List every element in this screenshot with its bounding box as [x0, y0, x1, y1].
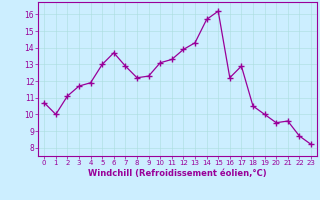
X-axis label: Windchill (Refroidissement éolien,°C): Windchill (Refroidissement éolien,°C) — [88, 169, 267, 178]
